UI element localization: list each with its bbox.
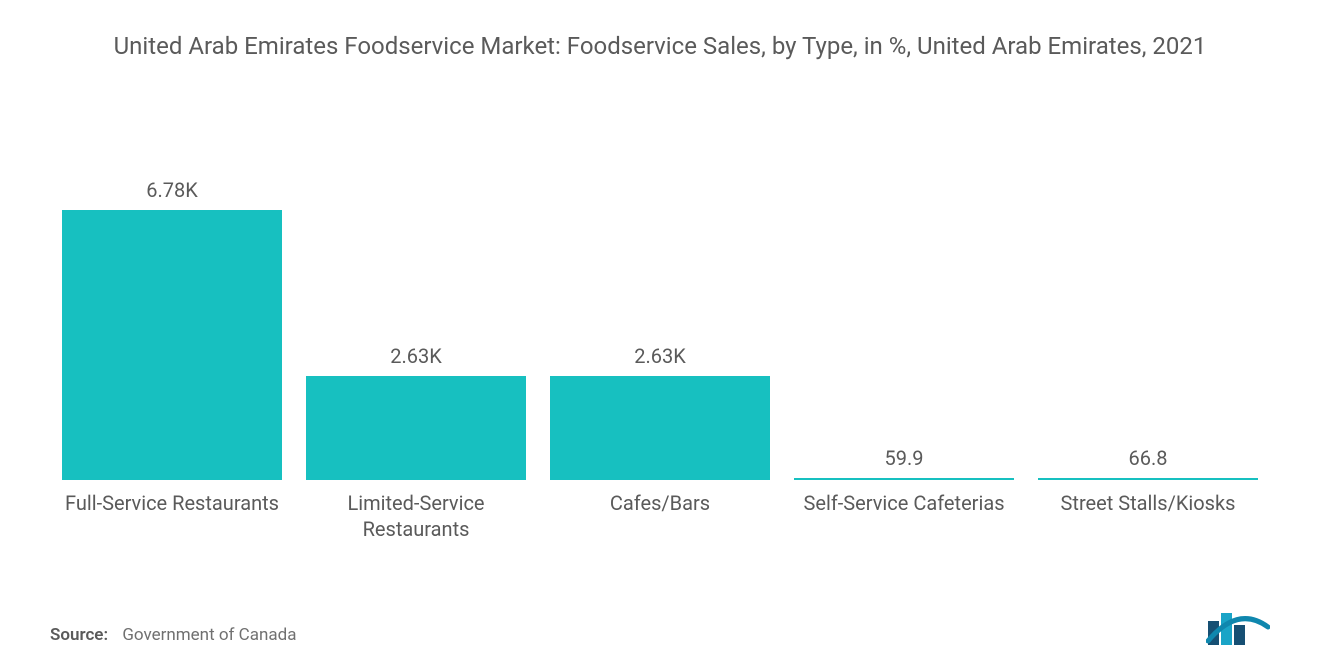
bar-value-label: 2.63K [390,344,442,368]
bar-category-label: Self-Service Cafeterias [803,490,1004,542]
source-text: Government of Canada [122,625,296,645]
logo-icon [1206,611,1270,645]
bar-rect [794,478,1014,480]
bar-rect [1038,478,1258,481]
chart-title: United Arab Emirates Foodservice Market:… [50,30,1270,62]
bar-rect [550,376,770,481]
bar-group: 66.8 Street Stalls/Kiosks [1038,446,1258,543]
bar-value-label: 66.8 [1129,446,1168,470]
bar-group: 2.63K Cafes/Bars [550,344,770,543]
bar-value-label: 59.9 [885,446,924,470]
bar-category-label: Street Stalls/Kiosks [1061,490,1236,542]
brand-logo [1206,611,1270,645]
chart-plot-area: 6.78K Full-Service Restaurants 2.63K Lim… [50,122,1270,542]
chart-footer: Source: Government of Canada [50,611,1270,645]
bar-value-label: 2.63K [634,344,686,368]
bar-group: 6.78K Full-Service Restaurants [62,178,282,542]
bar-category-label: Limited-Service Restaurants [306,490,526,542]
bar-rect [306,376,526,481]
bar-value-label: 6.78K [146,178,198,202]
bar-rect [62,210,282,480]
bar-category-label: Full-Service Restaurants [65,490,279,542]
source-line: Source: Government of Canada [50,625,296,645]
source-label: Source: [50,625,108,645]
bar-category-label: Cafes/Bars [610,490,710,542]
bar-group: 59.9 Self-Service Cafeterias [794,446,1014,542]
chart-container: United Arab Emirates Foodservice Market:… [0,0,1320,665]
bar-group: 2.63K Limited-Service Restaurants [306,344,526,543]
